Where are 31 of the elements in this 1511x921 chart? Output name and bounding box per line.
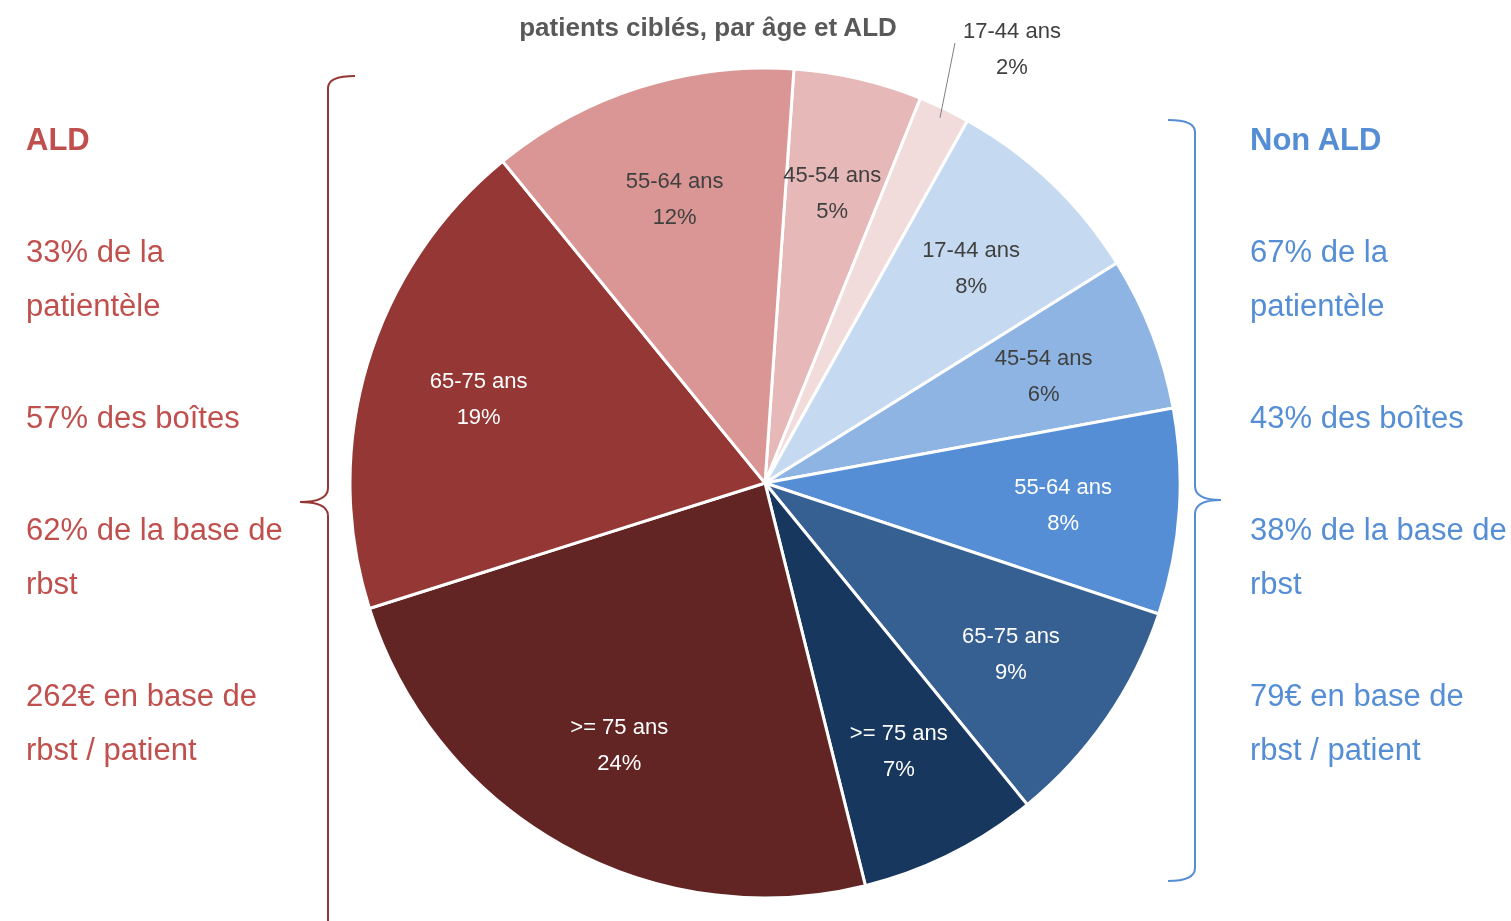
text: 79€ en base de rbst / patient bbox=[1250, 677, 1465, 769]
text: 62% de la base de rbst bbox=[26, 511, 284, 603]
text: ALD bbox=[26, 121, 91, 159]
data-label: 5% bbox=[816, 197, 849, 223]
text: 262€ en base de rbst / patient bbox=[26, 677, 258, 769]
slice-label: >= 75 ans bbox=[849, 720, 948, 746]
slice-label: 55-64 ans bbox=[625, 168, 724, 194]
text: 43% des boîtes bbox=[1250, 399, 1465, 437]
slice-label: 65-75 ans bbox=[429, 367, 528, 393]
slice-label: >= 75 ans bbox=[570, 713, 669, 739]
text: 67% de la patientèle bbox=[1250, 233, 1389, 325]
slice-label: 65-75 ans bbox=[962, 622, 1060, 648]
slice-label: 17-44 ans bbox=[922, 236, 1020, 262]
data-label: 24% bbox=[597, 749, 642, 775]
data-label: 19% bbox=[456, 403, 501, 429]
data-label: 2% bbox=[996, 54, 1028, 79]
text: 38% de la base de rbst bbox=[1250, 511, 1508, 603]
text: 33% de la patientèle bbox=[26, 233, 165, 325]
text: 57% des boîtes bbox=[26, 399, 241, 437]
data-label: 8% bbox=[955, 272, 987, 298]
data-label: 7% bbox=[882, 756, 915, 782]
text: Non ALD bbox=[1250, 121, 1383, 159]
data-label: 9% bbox=[995, 658, 1027, 684]
data-label: 8% bbox=[1047, 509, 1079, 535]
slice-label: 45-54 ans bbox=[783, 161, 882, 187]
slice-label: 55-64 ans bbox=[1014, 473, 1112, 499]
data-label: 12% bbox=[652, 204, 697, 230]
slice-label: 45-54 ans bbox=[994, 344, 1093, 370]
slice-label: 17-44 ans bbox=[963, 18, 1061, 43]
chart-title: patients ciblés, par âge et ALD bbox=[519, 12, 897, 42]
data-label: 6% bbox=[1027, 380, 1060, 406]
